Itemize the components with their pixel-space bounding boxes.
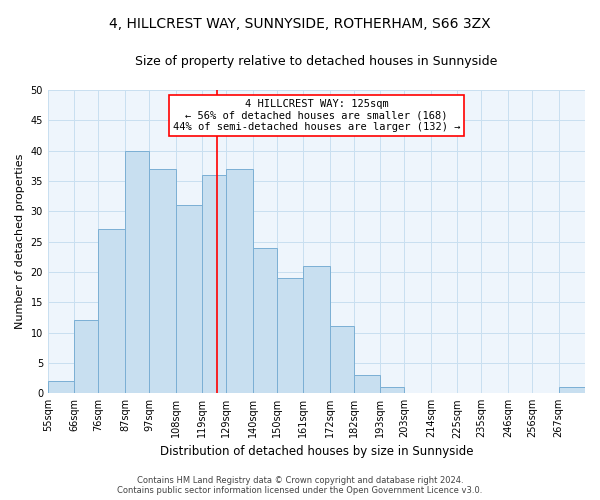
Bar <box>226 169 253 393</box>
Text: 4 HILLCREST WAY: 125sqm
← 56% of detached houses are smaller (168)
44% of semi-d: 4 HILLCREST WAY: 125sqm ← 56% of detache… <box>173 99 460 132</box>
Text: 4, HILLCREST WAY, SUNNYSIDE, ROTHERHAM, S66 3ZX: 4, HILLCREST WAY, SUNNYSIDE, ROTHERHAM, … <box>109 18 491 32</box>
Bar <box>74 320 98 393</box>
Bar <box>176 205 202 393</box>
Bar <box>48 381 74 393</box>
X-axis label: Distribution of detached houses by size in Sunnyside: Distribution of detached houses by size … <box>160 444 473 458</box>
Bar <box>277 278 303 393</box>
Bar <box>149 169 176 393</box>
Bar <box>330 326 354 393</box>
Bar <box>253 248 277 393</box>
Title: Size of property relative to detached houses in Sunnyside: Size of property relative to detached ho… <box>135 55 497 68</box>
Bar <box>98 230 125 393</box>
Bar <box>303 266 330 393</box>
Bar <box>380 387 404 393</box>
Bar <box>125 150 149 393</box>
Bar <box>202 175 226 393</box>
Text: Contains HM Land Registry data © Crown copyright and database right 2024.
Contai: Contains HM Land Registry data © Crown c… <box>118 476 482 495</box>
Bar <box>559 387 585 393</box>
Bar <box>354 375 380 393</box>
Y-axis label: Number of detached properties: Number of detached properties <box>15 154 25 330</box>
